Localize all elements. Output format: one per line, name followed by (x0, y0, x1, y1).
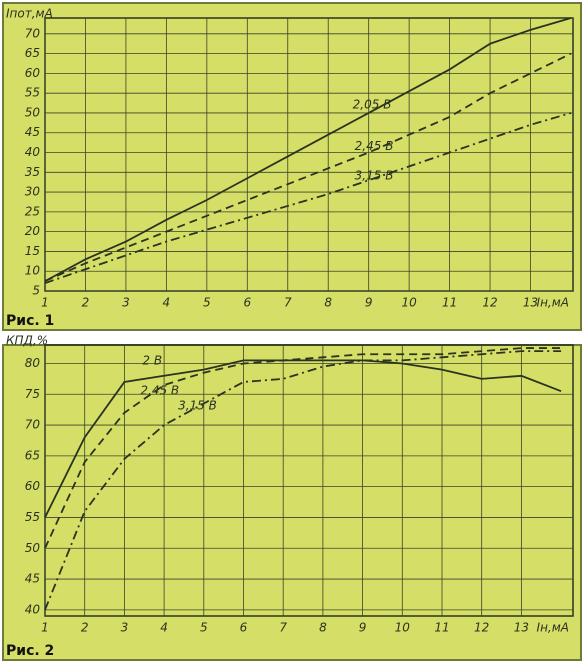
x-tick-label: 10 (395, 621, 411, 635)
series-label: 2,45 В (140, 383, 179, 397)
x-tick-label: 11 (434, 621, 449, 635)
series-line (44, 350, 562, 611)
y-tick-label: 55 (25, 510, 40, 524)
caption: Рис. 1 (6, 313, 54, 329)
x-tick-label: 13 (523, 296, 538, 310)
x-tick-label: 4 (160, 621, 168, 635)
y-tick-label: 50 (25, 541, 41, 555)
x-tick-label: 11 (442, 296, 457, 310)
y-tick-label: 45 (25, 125, 40, 139)
y-tick-label: 25 (25, 204, 40, 218)
x-tick-label: 8 (324, 296, 332, 310)
y-tick-label: 40 (25, 602, 41, 616)
x-tick-label: 6 (243, 296, 251, 310)
x-tick-label: 9 (359, 621, 367, 635)
y-tick-label: 45 (25, 572, 40, 586)
x-tick-label: 1 (41, 621, 49, 635)
x-tick-label: 12 (474, 621, 489, 635)
y-tick-label: 70 (25, 418, 41, 432)
panel-background (2, 2, 582, 331)
series-line (44, 359, 562, 518)
y-tick-label: 70 (25, 26, 41, 40)
x-tick-label: 7 (279, 621, 287, 635)
x-tick-label: 5 (200, 621, 208, 635)
x-tick-label: 2 (81, 621, 89, 635)
y-tick-label: 10 (25, 264, 41, 278)
series-line (44, 112, 572, 284)
y-tick-label: 40 (25, 145, 41, 159)
x-tick-label: 3 (121, 621, 129, 635)
y-tick-label: 50 (25, 105, 41, 119)
series-label: 2,05 В (353, 97, 392, 111)
x-tick-label: 1 (41, 296, 49, 310)
y-tick-label: 80 (25, 356, 41, 370)
y-tick-label: 5 (32, 284, 40, 298)
series-line (44, 52, 572, 282)
x-tick-label: 9 (365, 296, 373, 310)
y-axis-label: Iпот,мА (6, 7, 53, 21)
panel-background (2, 344, 582, 661)
x-tick-label: 10 (401, 296, 417, 310)
y-tick-label: 60 (25, 66, 41, 80)
x-tick-label: 2 (82, 296, 90, 310)
x-tick-label: 13 (514, 621, 529, 635)
y-tick-label: 55 (25, 86, 40, 100)
y-tick-label: 65 (25, 46, 40, 60)
y-tick-label: 60 (25, 479, 41, 493)
y-tick-label: 20 (25, 224, 41, 238)
x-tick-label: 7 (284, 296, 292, 310)
x-tick-label: 5 (203, 296, 211, 310)
series-label: 3,15 В (355, 169, 394, 183)
x-axis-label: Iн,мА (537, 621, 569, 635)
series-label: 2 В (142, 353, 162, 367)
y-tick-label: 75 (25, 387, 40, 401)
series-label: 3,15 В (178, 399, 217, 413)
y-tick-label: 65 (25, 448, 40, 462)
y-axis-label: КПД,% (6, 334, 48, 348)
series-label: 2,45 В (355, 139, 394, 153)
x-tick-label: 6 (240, 621, 248, 635)
series-line (44, 17, 572, 282)
x-tick-label: 3 (122, 296, 130, 310)
y-tick-label: 35 (25, 165, 40, 179)
caption: Рис. 2 (6, 643, 54, 659)
x-tick-label: 8 (319, 621, 327, 635)
y-tick-label: 15 (25, 244, 40, 258)
x-tick-label: 12 (482, 296, 497, 310)
series-line (44, 347, 562, 549)
x-axis-label: Iн,мА (537, 296, 569, 310)
x-tick-label: 4 (163, 296, 171, 310)
y-tick-label: 30 (25, 185, 41, 199)
